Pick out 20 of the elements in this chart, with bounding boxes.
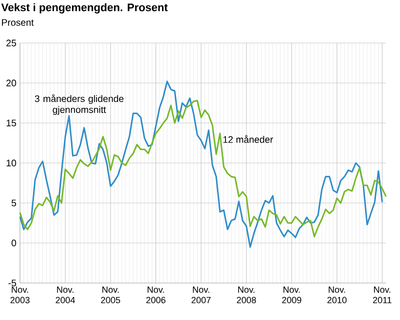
y-tick-label: 15 (6, 120, 16, 126)
chart-title: Vekst i pengemengden. Prosent (1, 3, 168, 14)
y-tick-label: 10 (6, 160, 16, 166)
y-tick-label: 20 (6, 80, 16, 86)
x-tick-label: Nov. 2006 (146, 286, 166, 304)
series-label: 3 måneders glidende gjennomsnitt (34, 94, 124, 115)
y-tick-label: 25 (6, 40, 16, 46)
x-tick-label: Nov. 2003 (10, 286, 30, 304)
x-tick-label: Nov. 2008 (236, 286, 256, 304)
y-tick-label: 5 (12, 200, 16, 206)
series-label: 12 måneder (223, 135, 274, 143)
y-tick-label: 0 (12, 240, 16, 246)
x-tick-label: Nov. 2005 (101, 286, 120, 304)
y-axis-title: Prosent (2, 19, 34, 26)
x-tick-label: Nov. 2009 (282, 286, 302, 304)
x-tick-label: Nov. 2007 (192, 286, 211, 304)
x-tick-label: Nov. 2011 (373, 286, 392, 304)
x-tick-label: Nov. 2004 (56, 286, 75, 304)
x-tick-label: Nov. 2010 (327, 286, 347, 304)
y-tick-label: -5 (8, 280, 16, 286)
